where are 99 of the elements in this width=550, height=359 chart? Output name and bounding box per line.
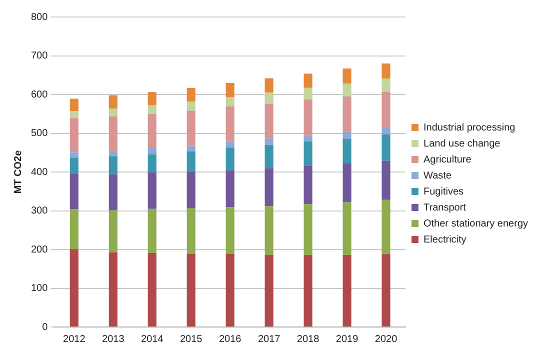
bar — [226, 148, 234, 170]
bar — [342, 138, 352, 164]
y-tick-label: 200 — [30, 244, 48, 256]
bar — [108, 252, 118, 326]
bar — [226, 97, 234, 107]
bar — [186, 88, 196, 102]
bar — [382, 78, 390, 92]
bar — [264, 206, 274, 255]
y-axis-title: MT CO2e — [12, 150, 24, 194]
bar — [186, 172, 196, 208]
y-tick-label: 0 — [42, 322, 48, 333]
bar — [382, 64, 390, 79]
bar — [108, 116, 118, 152]
bar — [382, 134, 390, 161]
bar — [264, 104, 274, 138]
bar — [148, 148, 156, 154]
x-tick-label: 2018 — [296, 334, 320, 345]
bar — [70, 111, 78, 118]
bar — [186, 101, 196, 111]
bar — [108, 174, 118, 210]
bar — [304, 100, 312, 136]
y-tick-label: 300 — [30, 206, 48, 216]
bar — [304, 141, 312, 166]
legend-label: Fugitives — [424, 186, 464, 198]
legend-label: Electricity — [424, 234, 466, 246]
bar — [264, 144, 274, 168]
bar — [148, 154, 156, 172]
y-tick-label: 400 — [30, 166, 48, 178]
bar — [148, 105, 156, 114]
bar — [226, 106, 234, 142]
bar — [264, 78, 274, 93]
bar — [304, 204, 312, 255]
bar — [304, 254, 312, 326]
y-tick-label: 800 — [30, 12, 48, 23]
bar — [226, 142, 234, 148]
bar — [70, 174, 78, 210]
bar — [304, 135, 312, 142]
bar — [342, 68, 352, 84]
y-tick-label: 100 — [30, 283, 48, 294]
bar — [264, 254, 274, 326]
bar — [382, 254, 390, 326]
legend-label: Agriculture — [424, 154, 472, 166]
legend-label: Waste — [424, 170, 452, 182]
x-tick-label: 2020 — [374, 334, 398, 345]
bar — [70, 118, 78, 152]
bar — [148, 252, 156, 326]
bar — [264, 138, 274, 145]
bar — [342, 202, 352, 255]
bar — [264, 168, 274, 206]
bar — [186, 254, 196, 326]
bar — [226, 254, 234, 326]
bar — [70, 98, 78, 112]
bar — [108, 210, 118, 252]
x-tick-label: 2016 — [218, 334, 242, 345]
bar — [148, 114, 156, 148]
bar — [186, 151, 196, 172]
bar — [148, 92, 156, 106]
x-tick-label: 2015 — [180, 334, 203, 345]
bar — [186, 110, 196, 146]
bar — [108, 151, 118, 156]
legend-label: Land use change — [424, 138, 501, 150]
x-tick-label: 2014 — [141, 334, 164, 345]
y-tick-label: 600 — [30, 89, 48, 100]
legend-label: Industrial processing — [424, 122, 516, 134]
legend-label: Other stationary energy — [424, 218, 528, 230]
x-tick-label: 2013 — [102, 334, 125, 345]
bar — [342, 254, 352, 326]
y-tick-label: 500 — [30, 128, 48, 139]
bar — [226, 170, 234, 208]
y-tick-label: 700 — [30, 50, 48, 62]
bar — [70, 249, 78, 326]
bar — [108, 108, 118, 116]
bar — [342, 163, 352, 202]
x-tick-label: 2019 — [336, 334, 359, 345]
bar — [304, 88, 312, 100]
bar — [186, 145, 196, 152]
bar — [108, 156, 118, 174]
bar — [148, 172, 156, 209]
bar — [186, 208, 196, 254]
bar — [70, 209, 78, 250]
bar — [226, 207, 234, 254]
x-tick-label: 2017 — [258, 334, 281, 345]
bar — [108, 95, 118, 108]
bar — [70, 152, 78, 158]
bar — [304, 74, 312, 88]
bar — [382, 160, 390, 200]
bar — [342, 84, 352, 96]
bar — [304, 166, 312, 204]
bar — [226, 82, 234, 98]
bar — [382, 200, 390, 254]
x-tick-label: 2012 — [63, 334, 86, 345]
bar — [382, 127, 390, 134]
legend-label: Transport — [424, 202, 466, 214]
bar — [264, 92, 274, 104]
bar — [70, 158, 78, 174]
bar — [342, 132, 352, 139]
bar — [342, 96, 352, 132]
bar — [148, 208, 156, 253]
bar — [382, 92, 390, 128]
